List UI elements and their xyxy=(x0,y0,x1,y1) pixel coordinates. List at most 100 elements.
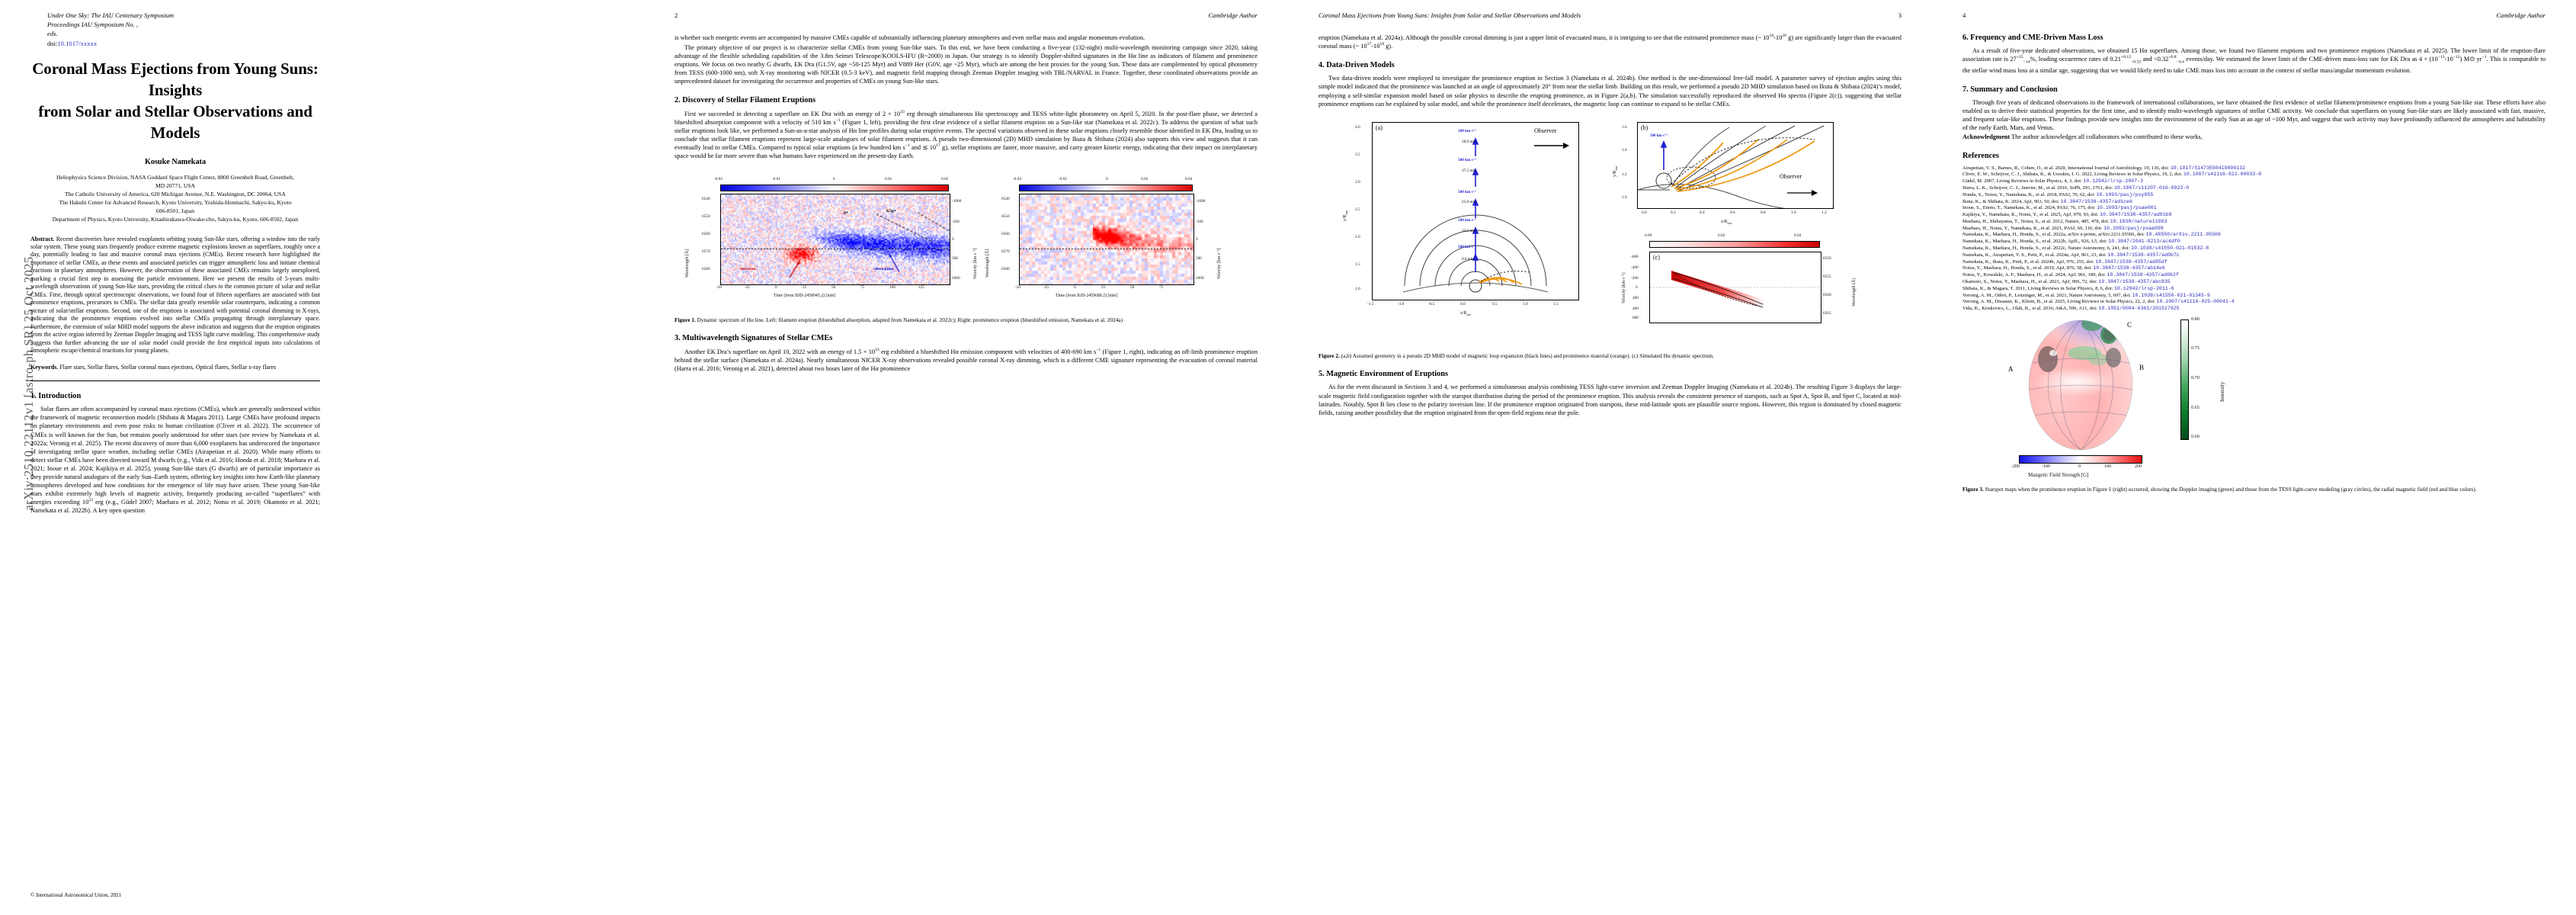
intro-paragraph: Solar flares are often accompanied by co… xyxy=(30,405,320,515)
reference-doi-link[interactable]: 10.1038/nature11063 xyxy=(2110,218,2167,224)
fig1-left-vtick: 0 xyxy=(952,236,954,242)
fig3-mag-label: Mangetic Field Strength [G] xyxy=(2028,472,2089,479)
fig1-right-cbar-tick: -0.02 xyxy=(1059,176,1068,181)
reference-doi-link[interactable]: 10.1038/s41550-021-01345-9 xyxy=(2132,292,2210,298)
fig2a-ylabel-main: y/R xyxy=(1343,214,1347,221)
fig2a-svg xyxy=(1402,136,1569,293)
reference-doi-link[interactable]: 10.3847/1538-4357/ad85df xyxy=(2095,258,2167,265)
abstract: Abstract. Recent discoveries have reveal… xyxy=(30,236,320,355)
reference-entry[interactable]: Airapetian, V. S., Barnes, R., Cohen, O.… xyxy=(1962,165,2246,171)
reference-doi-link[interactable]: 10.1017/S1473550419000132 xyxy=(2170,165,2246,171)
reference-doi-link[interactable]: 10.1007/s41116-022-00033-8 xyxy=(2183,172,2262,178)
s6-f: ) M⊙ yr xyxy=(2459,56,2482,63)
reference-entry[interactable]: Veronig, A. M., Odert, P., Leitzinger, M… xyxy=(1962,292,2210,298)
fig3-mag-tick: 200 xyxy=(2135,464,2142,470)
reference-entry[interactable]: Vida, K., Kriskovics, L., Oláh, K., et a… xyxy=(1962,306,2180,312)
acknowledgment-label: Acknowledgment xyxy=(1962,133,2010,141)
fig2-velocity-label: 500 km s⁻¹ xyxy=(1458,128,1476,133)
reference-entry[interactable]: Harra, L. K., Schrijver, C. J., Janvier,… xyxy=(1962,185,2190,191)
section4-paragraph: Two data-driven models were employed to … xyxy=(1318,75,1902,108)
reference-doi-link[interactable]: 10.48550/arXiv.2211.05506 xyxy=(2145,232,2221,238)
fig2a-ylabel: y/Rstar xyxy=(1343,210,1348,221)
fig2b-ylabel-main: y/R xyxy=(1613,170,1617,177)
reference-doi-link[interactable]: 10.3847/1538-4357/ad91b9 xyxy=(2100,212,2172,218)
page2-objective-paragraph: The primary objective of our project is … xyxy=(674,44,1258,85)
reference-entry[interactable]: Maehara, H., Shibayama, T., Notsu, S., e… xyxy=(1962,218,2167,224)
fig2b-xtick: 0.2 xyxy=(1671,210,1676,215)
reference-doi-link[interactable]: 10.12942/lrsp-2011-6 xyxy=(2114,285,2174,291)
fig1-gravity-annotation: g⋆ xyxy=(844,210,849,215)
s3-c: (Figure 1, right), indicating an off-lim… xyxy=(674,348,1258,372)
fig2a-xtick: 0.5 xyxy=(1492,301,1498,307)
fig1-left-velocity-label: Velocity [km s⁻¹] xyxy=(973,248,978,279)
reference-doi-link[interactable]: 10.1093/pasj/psaa098 xyxy=(2103,225,2164,231)
fig1-left-xtick: 0 xyxy=(775,284,777,290)
s2-sup3: −1 xyxy=(905,143,910,149)
page-number: 2 xyxy=(674,11,678,19)
reference-entry[interactable]: Namekata, K., Airapetian, V. S., Petit, … xyxy=(1962,252,2180,258)
figure-1-caption-text: Dynamic spectrum of Hα line. Left: filam… xyxy=(695,316,1123,323)
s3-sup2: −1 xyxy=(1096,347,1101,352)
figure-3-label: Figure 3. xyxy=(1962,486,1984,493)
reference-entry[interactable]: Inoue, S., Enoto, T., Namekata, K., et a… xyxy=(1962,205,2157,211)
reference-entry[interactable]: Shibata, K., & Magara, T. 2011, Living R… xyxy=(1962,285,2174,291)
section-heading-datadriven: 4. Data-Driven Models xyxy=(1318,61,1395,70)
reference-doi-link[interactable]: 10.3847/1538-4357/ad062f xyxy=(2107,272,2179,278)
reference-doi-link[interactable]: 10.3847/1538-4357/ad0b7c xyxy=(2107,252,2180,258)
reference-doi-link[interactable]: 10.3847/1538-4357/abc835 xyxy=(2098,279,2171,285)
fig2-velocity-label: 500 km s⁻¹ xyxy=(1458,157,1476,162)
fig2c-ytick: 0 xyxy=(1636,284,1638,290)
reference-doi-link[interactable]: 10.1093/pasj/psy055 xyxy=(2096,191,2154,197)
reference-doi-link[interactable]: 10.1093/pasj/psae001 xyxy=(2097,205,2157,211)
s6-s1: −13 xyxy=(2437,55,2445,60)
fig1-left-cbar-tick: -0.02 xyxy=(714,176,723,181)
reference-entry[interactable]: Honda, S., Notsu, Y., Namekata, K., et a… xyxy=(1962,191,2154,197)
section-heading-frequency: 6. Frequency and CME-Driven Mass Loss xyxy=(1962,34,2103,42)
fig3-int-tick: 0.80 xyxy=(2191,316,2200,323)
reference-doi-link[interactable]: 10.1007/s11207-016-0923-0 xyxy=(2113,185,2190,191)
running-head: Coronal Mass Ejections from Young Suns: … xyxy=(1318,11,1581,19)
doi-link[interactable]: 10.1017/xxxxx xyxy=(57,39,98,47)
reference-entry[interactable]: Namekata, K., Maehara, H., Honda, S., et… xyxy=(1962,232,2221,238)
fig1-right-cbar-tick: 0.04 xyxy=(1185,176,1193,181)
fig2a-ytick: 1.0 xyxy=(1355,286,1360,291)
reference-entry[interactable]: Namekata, K., Ikuta, K., Petit, P., et a… xyxy=(1962,258,2167,265)
fig2a-ytick: 1.5 xyxy=(1355,262,1360,267)
reference-entry[interactable]: Güdel, M. 2007, Living Reviews in Solar … xyxy=(1962,178,2143,185)
reference-entry[interactable]: Ikuta, K., & Shibata, K. 2024, ApJ, 963,… xyxy=(1962,198,2132,204)
reference-entry[interactable]: Kajikiya, Y., Namekata, K., Notsu, Y., e… xyxy=(1962,212,2172,218)
fig2c-y2tick: 6555 xyxy=(1823,274,1831,279)
reference-entry[interactable]: Notsu, Y., Maehara, H., Honda, S., et al… xyxy=(1962,265,2165,271)
fig1-right-ytick: 6550 xyxy=(1001,214,1010,219)
reference-entry[interactable]: Okamoto, S., Notsu, Y., Maehara, H., et … xyxy=(1962,279,2171,285)
fig2a-ytick: 3.0 xyxy=(1355,179,1360,185)
p3-b: -10 xyxy=(1773,34,1783,41)
affiliation-line: MD 20771, USA xyxy=(155,181,196,189)
reference-entry[interactable]: Namekata, K., Maehara, H., Honda, S., et… xyxy=(1962,239,2180,245)
fig1-right-xtick: -50 xyxy=(1015,284,1021,290)
page-4: 4 Cambridge Author 6. Frequency and CME-… xyxy=(1932,0,2576,915)
fig2c-y2tick: 6550 xyxy=(1823,255,1831,261)
fig3-svg xyxy=(2028,320,2133,451)
reference-doi-link[interactable]: 10.12942/lrsp-2007-3 xyxy=(2083,178,2143,185)
reference-entry[interactable]: Namekata, K., Maehara, H., Honda, S., et… xyxy=(1962,246,2209,252)
fig2a-xtick: -1.5 xyxy=(1367,301,1374,307)
reference-doi-link[interactable]: 10.1038/s41550-021-01532-8 xyxy=(2131,246,2209,252)
reference-entry[interactable]: Notsu, Y., Kowalski, A. F., Maehara, H.,… xyxy=(1962,272,2179,278)
fig2b-xtick: 0.8 xyxy=(1761,210,1766,215)
reference-doi-link[interactable]: 10.1051/0004-6361/201527925 xyxy=(2098,306,2180,312)
fig2c-y2tick: 6565 xyxy=(1823,310,1831,316)
reference-entry[interactable]: Veronig, A. M., Dissauer, K., Kliem, B.,… xyxy=(1962,299,2235,305)
figure-1: -0.02 -0.01 0 0.01 0.02 Wavelength [Å] 6… xyxy=(674,165,1254,311)
s6-f2d: −0.32 xyxy=(2131,60,2142,66)
reference-entry[interactable]: Maehara, H., Notsu, Y., Namekata, K., et… xyxy=(1962,225,2164,231)
figure-3-caption-text: Starspot maps when the prominence erupti… xyxy=(1983,486,2477,493)
reference-doi-link[interactable]: 10.3847/1538-4357/ad1ce6 xyxy=(2060,198,2132,204)
reference-doi-link[interactable]: 10.1007/s41116-025-00041-4 xyxy=(2156,299,2235,305)
fig2c-colorbar xyxy=(1649,240,1820,248)
reference-entry[interactable]: Cliver, E. W., Schrijver, C. J., Shibata… xyxy=(1962,172,2262,178)
reference-doi-link[interactable]: 10.3847/1538-4357/ab14e6 xyxy=(2093,265,2165,271)
s6-a: As a result of five-year dedicated obser… xyxy=(1962,47,2546,63)
reference-doi-link[interactable]: 10.3847/2041-8213/ac4df0 xyxy=(2108,239,2180,245)
fig2c-ytick: -400 xyxy=(1631,265,1639,270)
